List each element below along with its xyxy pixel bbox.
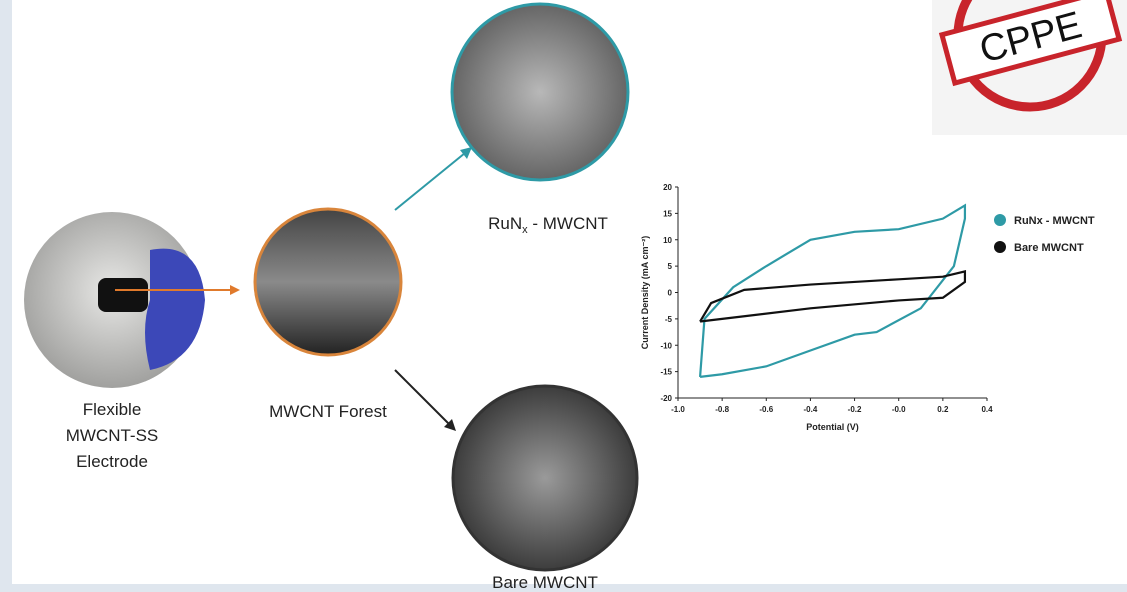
legend-marker	[994, 241, 1006, 253]
label: MWCNT Forest	[269, 402, 387, 421]
y-tick-label: 10	[663, 236, 672, 245]
y-tick-label: 5	[668, 262, 673, 271]
y-tick-label: 15	[663, 209, 672, 218]
x-tick-label: -0.4	[804, 405, 818, 414]
graphic: CPPE Flexible MWCNT-SS Electrode MWCNT F…	[0, 0, 1127, 592]
y-tick-label: -15	[660, 368, 672, 377]
label: Bare MWCNT	[492, 573, 598, 592]
label: Flexible	[83, 400, 142, 419]
x-tick-label: 0.4	[981, 405, 993, 414]
x-tick-label: -1.0	[671, 405, 685, 414]
legend-label: Bare MWCNT	[1014, 242, 1084, 254]
label: RuNx - MWCNT	[488, 214, 608, 236]
label: MWCNT-SS	[66, 426, 159, 445]
legend-marker	[994, 214, 1006, 226]
y-tick-label: 20	[663, 183, 672, 192]
y-tick-label: -20	[660, 394, 672, 403]
label: Electrode	[76, 452, 148, 471]
legend-label: RuNx - MWCNT	[1014, 215, 1095, 227]
forest-image	[255, 209, 401, 355]
label-part: - MWCNT	[528, 214, 608, 233]
x-axis-label: Potential (V)	[806, 422, 859, 432]
x-tick-label: -0.8	[715, 405, 729, 414]
label-part: RuN	[488, 214, 522, 233]
y-tick-label: 0	[668, 289, 673, 298]
x-tick-label: -0.6	[759, 405, 773, 414]
y-tick-label: -5	[665, 315, 673, 324]
page: CPPE Flexible MWCNT-SS Electrode MWCNT F…	[0, 0, 1127, 592]
x-tick-label: -0.2	[848, 405, 862, 414]
runx-image	[452, 4, 628, 180]
y-axis-label: Current Density (mA cm⁻²)	[640, 236, 650, 349]
x-tick-label: -0.0	[892, 405, 906, 414]
electrode	[98, 278, 148, 312]
x-tick-label: 0.2	[937, 405, 949, 414]
y-tick-label: -10	[660, 341, 672, 350]
bare-image	[453, 386, 637, 570]
